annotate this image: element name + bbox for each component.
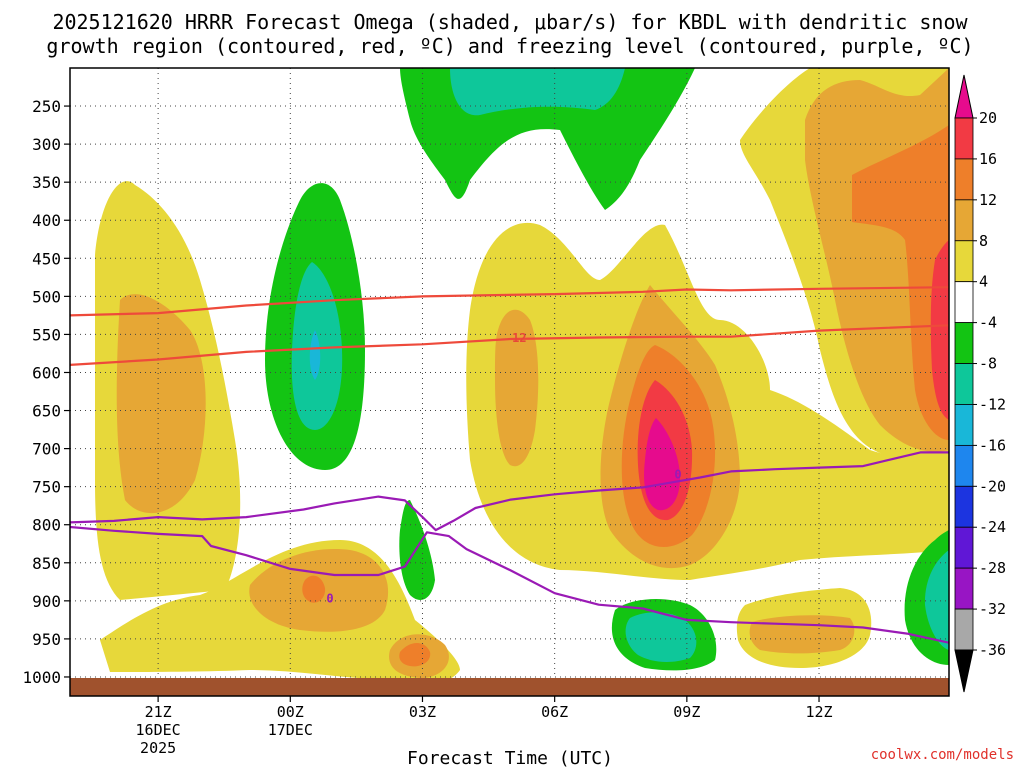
colorbar: 20 16 12 8 4 -4 -8 -12 -16 -20 -24 -28 -32 -36 (954, 74, 1006, 693)
colorbar-label-7: -12 (979, 395, 1006, 413)
colorbar-swatch-2 (954, 199, 974, 242)
chart-title-line1: 2025121620 HRRR Forecast Omega (shaded, … (52, 10, 968, 34)
colorbar-label-8: -16 (979, 436, 1006, 454)
x-tick-label-1: 00Z (277, 703, 304, 721)
omega-region-updraft-21z-core (116, 294, 206, 514)
y-axis: 250 300 350 400 450 500 550 600 650 700 750 800 850 9… (22, 97, 70, 687)
contour-dgz-upper (70, 286, 949, 317)
y-tick-label-850: 850 (32, 554, 61, 573)
colorbar-swatch-3 (954, 240, 974, 283)
colorbar-swatch-6 (954, 363, 974, 405)
x-tick-date-1: 17DEC (268, 721, 313, 739)
y-tick-label-350: 350 (32, 173, 61, 192)
x-tick-year-0: 2025 (140, 739, 176, 757)
colorbar-label-9: -20 (979, 477, 1006, 495)
y-tick-label-450: 450 (32, 249, 61, 268)
omega-region-updraft-08z-20 (644, 418, 680, 511)
colorbar-label-10: -24 (979, 518, 1006, 536)
plot-frame (69, 67, 950, 697)
y-tick-label-600: 600 (32, 363, 61, 382)
x-tick-label-4: 09Z (673, 703, 700, 721)
colorbar-label-3: 8 (979, 232, 988, 250)
omega-region-subsidence-top-core (450, 68, 625, 116)
colorbar-swatch-4 (954, 281, 974, 324)
contour-label-dgz-lower: 12 (512, 331, 526, 345)
omega-region-updraft-0030z-core (302, 575, 326, 603)
colorbar-label-2: 12 (979, 191, 997, 209)
colorbar-swatch-11 (954, 567, 974, 610)
colorbar-label-0: 20 (979, 109, 997, 127)
y-tick-label-700: 700 (32, 440, 61, 459)
contour-freezing-lower (70, 525, 949, 644)
colorbar-swatch-1 (954, 158, 974, 201)
y-tick-label-250: 250 (32, 97, 61, 116)
omega-region-updraft-13z-upper-12 (852, 125, 949, 440)
x-axis-label: Forecast Time (UTC) (407, 748, 613, 768)
colorbar-swatch-0 (954, 117, 974, 160)
contour-lines: 12 0 0 (70, 286, 949, 683)
y-tick-label-950: 950 (32, 630, 61, 649)
colorbar-label-13: -36 (979, 641, 1006, 659)
y-tick-label-800: 800 (32, 516, 61, 535)
ground-strip (70, 678, 949, 696)
colorbar-label-12: -32 (979, 600, 1006, 618)
contour-dgz-lower (70, 324, 949, 366)
chart-title-line2: growth region (contoured, red, ºC) and f… (46, 34, 973, 58)
contour-freezing-upper (70, 451, 949, 532)
x-tick-label-5: 12Z (805, 703, 832, 721)
omega-region-updraft-06z-core (495, 309, 539, 467)
x-tick-label-3: 06Z (541, 703, 568, 721)
x-tick-date-0: 16DEC (136, 721, 181, 739)
x-tick-label-2: 03Z (409, 703, 436, 721)
y-tick-label-650: 650 (32, 402, 61, 421)
contour-label-freezing-lower: 0 (326, 592, 333, 606)
colorbar-label-11: -28 (979, 559, 1006, 577)
colorbar-bottom-arrow (954, 649, 974, 693)
colorbar-swatch-7 (954, 404, 974, 446)
y-tick-label-1000: 1000 (22, 668, 61, 687)
credit-link[interactable]: coolwx.com/models (871, 747, 1014, 763)
colorbar-swatch-10 (954, 526, 974, 569)
y-tick-label-500: 500 (32, 287, 61, 306)
y-tick-label-750: 750 (32, 478, 61, 497)
omega-region-subsidence-01z-center (309, 330, 321, 380)
colorbar-label-6: -8 (979, 355, 997, 373)
colorbar-label-5: -4 (979, 314, 997, 332)
omega-region-subsidence-03z (399, 500, 435, 600)
colorbar-label-1: 16 (979, 150, 997, 168)
omega-region-updraft-13z-upper-16 (930, 240, 949, 420)
plot-area: 12 0 0 (70, 68, 949, 696)
colorbar-swatch-9 (954, 485, 974, 528)
y-tick-label-900: 900 (32, 592, 61, 611)
colorbar-swatch-5 (954, 322, 974, 364)
colorbar-label-4: 4 (979, 273, 988, 291)
y-tick-label-550: 550 (32, 325, 61, 344)
colorbar-swatch-8 (954, 444, 974, 487)
omega-region-subsidence-08z-core (625, 612, 697, 662)
colorbar-swatch-12 (954, 608, 974, 651)
contour-label-freezing-upper: 0 (674, 467, 681, 481)
y-tick-label-400: 400 (32, 211, 61, 230)
omega-region-updraft-11z-core (749, 615, 855, 654)
omega-region-subsidence-14z-core (924, 550, 949, 650)
x-tick-label-0: 21Z (145, 703, 172, 721)
y-tick-label-300: 300 (32, 135, 61, 154)
